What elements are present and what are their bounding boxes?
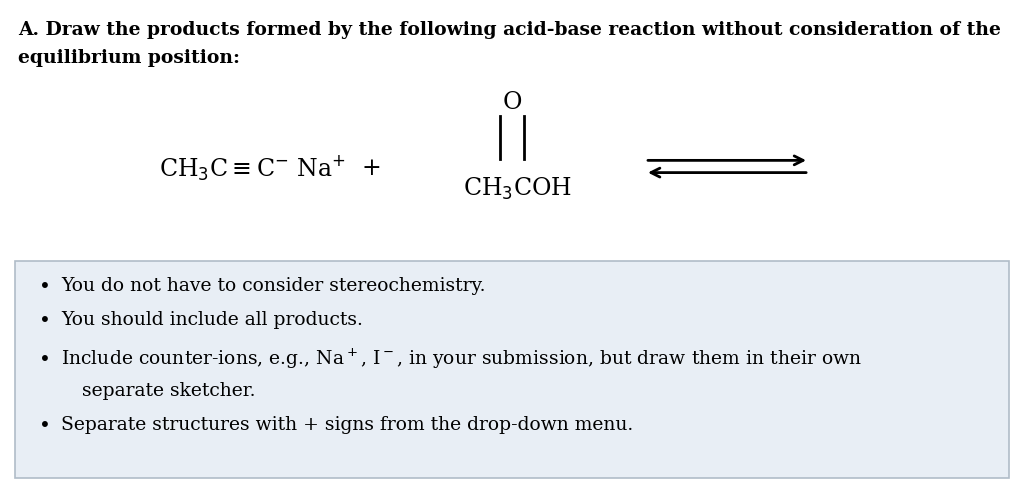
Text: separate sketcher.: separate sketcher.	[82, 382, 255, 399]
Text: You do not have to consider stereochemistry.: You do not have to consider stereochemis…	[61, 277, 486, 294]
Text: A. Draw the products formed by the following acid-base reaction without consider: A. Draw the products formed by the follo…	[18, 20, 1001, 39]
Text: +: +	[361, 157, 381, 180]
Text: •: •	[39, 415, 51, 434]
Bar	[0, 68, 1024, 264]
Text: equilibrium position:: equilibrium position:	[18, 49, 241, 67]
Bar	[15, 261, 1009, 478]
Text: You should include all products.: You should include all products.	[61, 311, 364, 328]
Text: •: •	[39, 276, 51, 295]
Text: O: O	[502, 91, 522, 114]
Text: Separate structures with + signs from the drop-down menu.: Separate structures with + signs from th…	[61, 416, 634, 433]
Text: CH$_3$COH: CH$_3$COH	[463, 176, 571, 202]
Text: •: •	[39, 310, 51, 329]
Text: CH$_3$C$\equiv$C$^{-}$ Na$^{+}$: CH$_3$C$\equiv$C$^{-}$ Na$^{+}$	[159, 154, 345, 183]
Text: •: •	[39, 349, 51, 368]
Text: Include counter-ions, e.g., Na$^+$, I$^-$, in your submission, but draw them in : Include counter-ions, e.g., Na$^+$, I$^-…	[61, 346, 862, 371]
